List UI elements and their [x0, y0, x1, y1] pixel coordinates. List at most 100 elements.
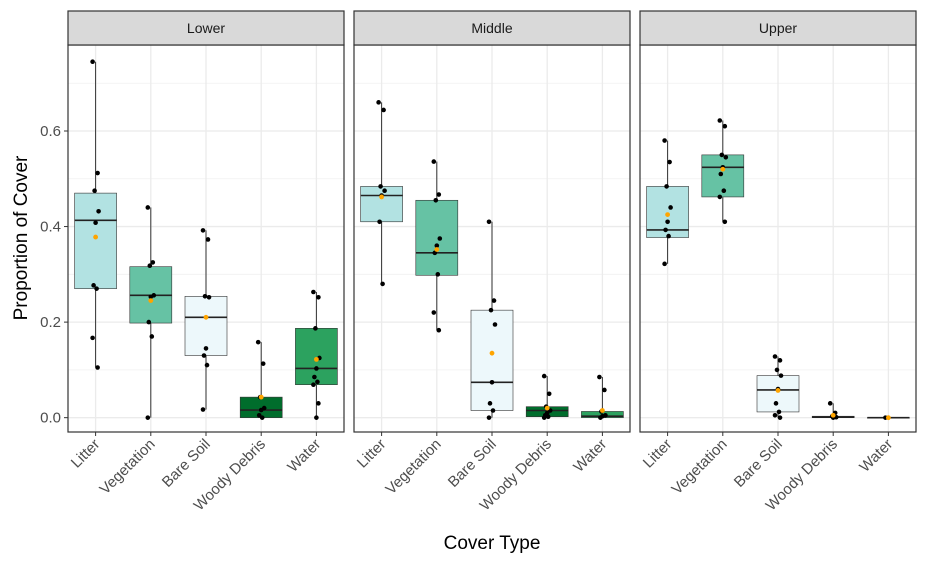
x-tick-label: Bare Soil [731, 436, 786, 491]
y-tick-label: 0.6 [40, 123, 61, 140]
data-point [602, 387, 607, 393]
data-point [664, 184, 669, 189]
data-point [541, 373, 547, 379]
mean-point [665, 212, 670, 218]
x-tick-label: Vegetation [382, 436, 444, 498]
x-tick-label: Litter [640, 436, 676, 472]
box-vegetation [129, 205, 173, 420]
data-point [487, 401, 493, 406]
mean-point [379, 194, 384, 200]
data-point [314, 366, 319, 371]
data-point [146, 319, 152, 325]
data-point [722, 219, 728, 225]
data-point [597, 374, 602, 380]
data-point [488, 307, 494, 313]
data-point [149, 334, 155, 339]
x-tick-label: Water [284, 436, 324, 476]
data-point [434, 243, 440, 248]
facet-strip [353, 10, 631, 46]
data-point [663, 227, 668, 233]
data-point [431, 310, 437, 315]
data-point [719, 152, 725, 158]
data-point [202, 294, 208, 299]
box-iqr [415, 199, 459, 276]
data-point [311, 382, 316, 388]
data-point [315, 379, 320, 385]
box-bare-soil [184, 228, 228, 412]
data-point [437, 236, 443, 241]
facet-strip [67, 10, 345, 46]
data-point [206, 294, 212, 300]
data-point [93, 220, 98, 226]
data-point [776, 409, 782, 415]
x-tick-label: Water [856, 436, 896, 476]
data-point [772, 412, 778, 418]
data-point [382, 188, 387, 194]
box-litter [646, 138, 689, 267]
data-point [666, 233, 671, 239]
x-tick-label: Vegetation [668, 436, 730, 498]
mean-point [489, 350, 495, 356]
data-point [150, 260, 156, 265]
data-point [90, 59, 95, 65]
data-point [772, 354, 778, 359]
x-tick-label: Vegetation [96, 436, 158, 498]
data-point [316, 401, 321, 406]
facet-strip [639, 10, 917, 46]
box-litter [360, 100, 403, 287]
data-point [827, 401, 833, 406]
box-water [581, 374, 624, 420]
box-bare-soil [470, 219, 514, 420]
data-point [255, 339, 261, 345]
data-point [491, 298, 497, 303]
data-point [667, 159, 672, 165]
data-point [431, 159, 437, 164]
box-woody-debris [239, 339, 283, 420]
data-point [314, 415, 319, 420]
data-point [436, 327, 442, 333]
data-point [777, 358, 783, 363]
data-point [490, 408, 496, 413]
data-point [204, 362, 210, 368]
data-point [91, 283, 96, 288]
data-point [668, 205, 673, 210]
box-iqr [756, 375, 800, 413]
box-woody-debris [811, 401, 855, 420]
data-point [380, 281, 385, 287]
data-point [378, 184, 383, 189]
mean-point [544, 405, 550, 411]
data-point [541, 415, 547, 420]
data-point [486, 415, 492, 420]
y-tick-label: 0.4 [40, 219, 61, 236]
data-point [545, 414, 551, 420]
y-tick-label: 0.0 [40, 410, 61, 427]
data-point [773, 401, 779, 406]
data-point [381, 107, 386, 113]
data-point [778, 373, 784, 378]
data-point [376, 100, 381, 105]
data-point [722, 123, 728, 129]
data-point [723, 154, 729, 160]
data-point [145, 415, 151, 420]
data-point [95, 365, 100, 370]
data-point [147, 263, 153, 269]
data-point [665, 219, 670, 225]
mean-point [314, 356, 319, 362]
box-iqr [470, 309, 514, 411]
x-tick-label: Water [570, 436, 610, 476]
facet-strip-label: Upper [759, 20, 797, 36]
data-point [148, 294, 154, 300]
data-point [260, 361, 266, 366]
data-point [436, 192, 442, 197]
data-point [489, 380, 495, 385]
data-point [94, 286, 99, 291]
data-point [316, 294, 321, 300]
mean-point [434, 247, 440, 252]
box-iqr [295, 328, 338, 386]
data-point [205, 237, 211, 242]
data-point [546, 391, 552, 397]
